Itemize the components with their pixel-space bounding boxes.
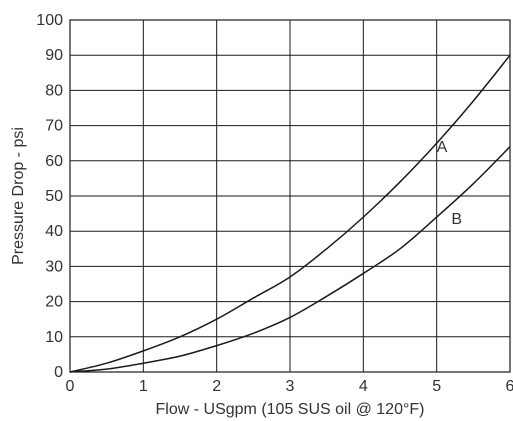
y-tick-label: 20 bbox=[45, 294, 63, 311]
y-tick-label: 10 bbox=[45, 329, 63, 346]
curve-label-a: A bbox=[437, 139, 448, 156]
curves bbox=[69, 54, 511, 373]
x-tick-label: 6 bbox=[506, 378, 513, 395]
y-tick-label: 30 bbox=[45, 258, 63, 275]
grid bbox=[69, 19, 511, 373]
curve-b bbox=[69, 146, 511, 373]
y-tick-label: 0 bbox=[54, 364, 63, 381]
y-tick-label: 70 bbox=[45, 118, 63, 135]
x-tick-label: 5 bbox=[432, 378, 441, 395]
x-axis-label: Flow - USgpm (105 SUS oil @ 120°F) bbox=[156, 401, 425, 418]
x-tick-label: 1 bbox=[139, 378, 148, 395]
curve-a bbox=[69, 54, 511, 373]
x-tick-label: 2 bbox=[212, 378, 221, 395]
plot-frame bbox=[69, 19, 511, 373]
curve-labels: AB bbox=[437, 139, 462, 228]
x-tick-label: 3 bbox=[286, 378, 295, 395]
x-tick-label: 0 bbox=[66, 378, 75, 395]
y-tick-label: 60 bbox=[45, 153, 63, 170]
y-tick-label: 90 bbox=[45, 47, 63, 64]
y-tick-label: 100 bbox=[36, 12, 63, 29]
y-tick-label: 50 bbox=[45, 188, 63, 205]
curve-label-b: B bbox=[451, 211, 462, 228]
x-tick-label: 4 bbox=[359, 378, 368, 395]
y-tick-label: 80 bbox=[45, 82, 63, 99]
y-axis-label: Pressure Drop - psi bbox=[10, 127, 27, 265]
y-tick-label: 40 bbox=[45, 223, 63, 240]
